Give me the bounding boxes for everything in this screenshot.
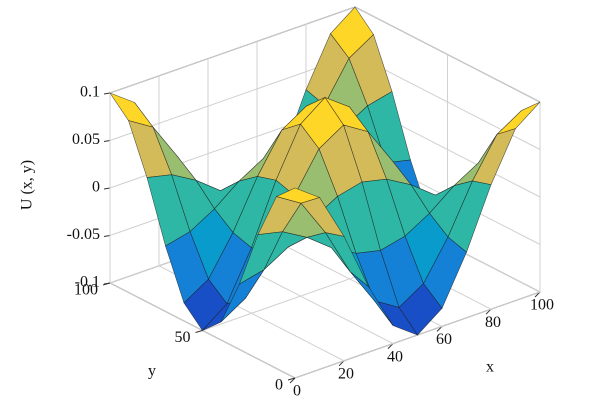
y-tick-label: 50	[175, 329, 191, 346]
z-tick-label: -0.1	[75, 274, 100, 291]
z-tick-label: 0.05	[72, 131, 100, 148]
tick-mark	[102, 282, 111, 286]
x-tick-label: 40	[387, 348, 403, 365]
z-axis-label: U (x, y)	[19, 160, 36, 210]
x-tick-label: 0	[293, 383, 301, 400]
surface-patch	[275, 187, 321, 204]
tick-mark	[485, 308, 492, 315]
tick-mark	[534, 291, 541, 298]
y-tick-label: 100	[74, 282, 98, 299]
tick-mark	[436, 326, 443, 332]
tick-mark	[103, 92, 111, 95]
tick-mark	[387, 343, 394, 349]
x-tick-label: 60	[436, 331, 452, 348]
tick-mark	[103, 187, 111, 190]
tick-mark	[287, 377, 296, 381]
z-tick-label: 0.1	[80, 84, 100, 101]
x-tick-label: 80	[485, 314, 501, 331]
grid-line	[109, 6, 356, 94]
y-axis-label: y	[148, 363, 156, 380]
tick-mark	[338, 360, 345, 367]
tick-mark	[103, 140, 111, 142]
y-tick-label: 0	[275, 377, 283, 394]
x-tick-label: 20	[338, 365, 354, 382]
z-tick-label: -0.05	[67, 226, 100, 243]
tick-mark	[289, 377, 296, 384]
surface-patch	[496, 101, 541, 135]
z-tick-label: 0	[92, 179, 100, 196]
x-tick-label: 100	[530, 297, 554, 314]
tick-mark	[103, 235, 111, 237]
surface-patch	[472, 128, 517, 186]
x-axis-label: x	[486, 359, 494, 376]
tick-mark	[195, 330, 203, 333]
